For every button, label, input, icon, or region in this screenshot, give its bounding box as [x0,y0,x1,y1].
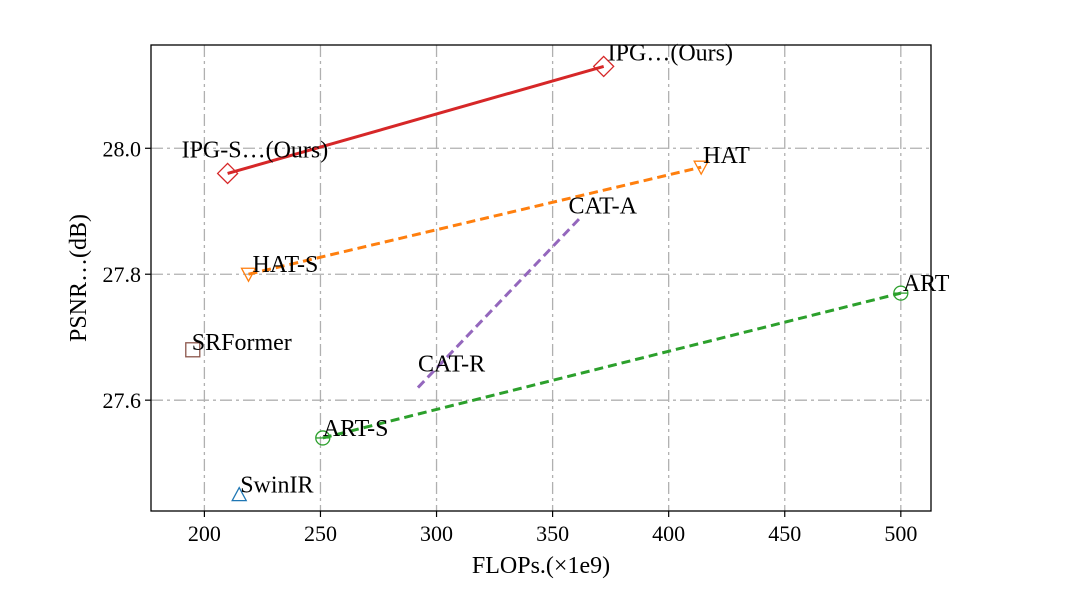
point-label: ART [903,271,950,297]
point-label: HAT-S [253,252,319,278]
y-tick-label: 28.0 [103,136,142,161]
x-tick-label: 400 [652,521,685,546]
series-line [322,291,902,440]
y-tick-label: 27.6 [103,388,142,413]
x-tick-label: 500 [884,521,917,546]
point-label: IPG…(Ours) [608,40,733,66]
point-label: ART-S [323,416,389,442]
series-line [248,165,702,276]
series-line [227,64,605,175]
point-label: SwinIR [240,473,313,499]
grid [151,45,931,511]
series-line [416,216,582,389]
x-tick-label: 450 [768,521,801,546]
ticks: 200 250 300 350 400 450 500 27.6 27.8 28.0 [103,136,918,546]
plot-frame [150,44,932,512]
triangle-down-marker [693,160,710,176]
series-lines [227,64,902,440]
square-marker [185,342,201,358]
markers [185,55,909,502]
point-label: CAT-R [418,352,485,378]
diamond-marker [216,162,239,185]
point-label: IPG-S…(Ours) [182,137,329,163]
x-tick-label: 350 [536,521,569,546]
x-axis-title: FLOPs.(×1e9) [472,553,610,579]
y-tick-label: 27.8 [103,262,142,287]
y-axis-title: PSNR…(dB) [66,214,92,342]
triangle-up-marker [231,486,248,502]
point-labels: IPG…(Ours) IPG-S…(Ours) HAT HAT-S CAT-A CAT-R… [182,40,950,498]
diamond-marker [592,55,615,78]
triangle-down-marker [240,267,257,283]
x-tick-label: 300 [420,521,453,546]
point-label: CAT-A [568,194,637,220]
x-tick-label: 200 [188,521,221,546]
point-label: SRFormer [192,330,292,356]
point-label: HAT [703,143,750,169]
x-tick-label: 250 [304,521,337,546]
